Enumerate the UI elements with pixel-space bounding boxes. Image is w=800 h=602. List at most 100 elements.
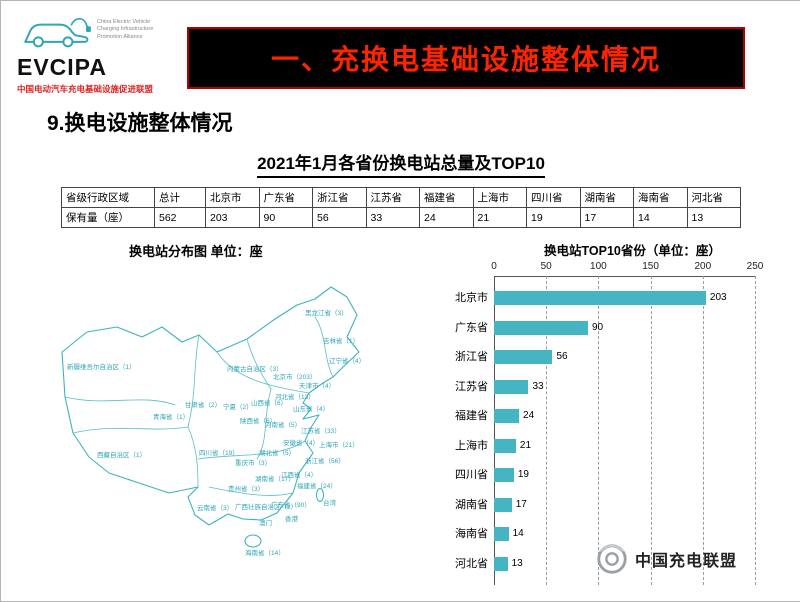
map-province-label: 四川省（19） — [199, 448, 239, 457]
map-province-label: 安徽省（4） — [283, 438, 319, 447]
table-cell: 562 — [154, 207, 206, 228]
bar-value-label: 17 — [515, 498, 527, 510]
bar-value-label: 21 — [519, 439, 532, 451]
map-province-label: 山西省（6） — [251, 398, 287, 407]
table-header-cell: 省级行政区域 — [61, 187, 155, 208]
grid-line — [702, 276, 704, 585]
map-province-label: 上海市（21） — [319, 440, 359, 449]
main-title: 2021年1月各省份换电站总量及TOP10 — [257, 149, 545, 178]
x-axis-tick-label: 100 — [590, 261, 607, 272]
table-header-cell: 福建省 — [419, 187, 474, 208]
map-province-label: 西藏自治区（1） — [97, 450, 146, 459]
bar-category-label: 海南省 — [455, 528, 488, 540]
map-province-label: 天津市（4） — [299, 381, 335, 390]
table-header-cell: 四川省 — [526, 187, 581, 208]
map-province-label: 吉林省（1） — [323, 336, 359, 345]
table-cell: 17 — [579, 207, 634, 228]
bar — [494, 409, 520, 423]
table-header-cell: 海南省 — [633, 187, 688, 208]
x-axis-tick-label: 250 — [746, 261, 764, 272]
map-province-label: 江苏省（33） — [301, 426, 341, 435]
bar-value-label: 14 — [512, 528, 524, 539]
bar-category-label: 湖南省 — [455, 498, 488, 511]
map-province-label: 甘肃省（2） — [185, 400, 221, 409]
header-banner: 一、充换电基础设施整体情况 — [187, 27, 745, 89]
grid-line — [650, 276, 652, 585]
bar-chart-title: 换电站TOP10省份（单位：座） — [544, 244, 721, 258]
bar — [494, 320, 588, 335]
map-province-label: 香港 — [285, 514, 299, 523]
bar-value-label: 13 — [511, 557, 523, 569]
map-province-label: 山东省（4） — [293, 404, 329, 413]
map-province-label: 北京市（203） — [273, 372, 316, 381]
bar-category-label: 广东省 — [455, 321, 488, 334]
province-table-wrap: 省级行政区域 总计 北京市 广东省 浙江省 江苏省 福建省 上海市 四川省 湖南省 海南省 河北省 保有… — [61, 187, 741, 228]
bar — [494, 497, 512, 512]
bar — [494, 438, 516, 453]
table-cell: 13 — [686, 207, 741, 228]
chart-axis-line — [494, 276, 755, 277]
table-header-cell: 湖南省 — [579, 187, 634, 208]
logo-name: EVCIPA — [17, 54, 107, 80]
x-axis-tick-label: 0 — [491, 261, 497, 272]
map-title: 换电站分布图 单位：座 — [129, 244, 263, 259]
table-header-cell: 江苏省 — [365, 187, 420, 208]
bar-value-label: 33 — [532, 380, 544, 392]
bar-category-label: 福建省 — [455, 410, 488, 422]
logo-subtitle: 中国电动汽车充电基础设施促进联盟 — [17, 84, 154, 94]
map-province-label: 贵州省（3） — [228, 484, 264, 493]
map-province-label: 内蒙古自治区（3） — [227, 364, 283, 373]
table-cell: 21 — [472, 207, 527, 228]
wechat-account-icon — [597, 544, 627, 574]
table-cell: 33 — [365, 207, 420, 228]
table-header-row: 省级行政区域 总计 北京市 广东省 浙江省 江苏省 福建省 上海市 四川省 湖南省 海南省 河北省 — [61, 187, 741, 208]
table-row: 保有量（座） 562 203 90 56 33 24 21 19 17 14 13 — [61, 207, 741, 228]
map-province-label: 福建省（24） — [297, 481, 337, 490]
table-header-cell: 上海市 — [472, 187, 527, 208]
footer: 中国充电联盟 — [595, 542, 737, 576]
bar-category-label: 河北省 — [455, 557, 488, 570]
grid-line — [546, 276, 548, 585]
table-cell: 保有量（座） — [61, 207, 155, 228]
map-province-label: 湖北省（5） — [259, 448, 295, 457]
table-cell: 90 — [258, 207, 313, 228]
bar-value-label: 203 — [709, 292, 727, 303]
bar-value-label: 56 — [556, 351, 568, 362]
map-province-label: 黑龙江省（3） — [305, 308, 348, 317]
table-cell: 14 — [633, 207, 688, 228]
footer-label: 中国充电联盟 — [635, 553, 738, 570]
bar-value-label: 24 — [523, 410, 535, 421]
bar-category-label: 江苏省 — [455, 380, 488, 393]
bar — [494, 350, 553, 364]
table-cell: 203 — [205, 207, 260, 228]
china-map-box: 新疆维吾尔自治区（1） 西藏自治区（1） 青海省（1） 甘肃省（2） 内蒙古自治区（3）… — [47, 257, 431, 595]
bar-category-label: 上海市 — [455, 439, 488, 452]
table-header-cell: 河北省 — [686, 187, 741, 208]
grid-line — [755, 276, 756, 585]
map-province-label: 广西壮族自治区（2） — [235, 502, 297, 511]
map-province-label: 青海省（1） — [153, 412, 189, 421]
table-header-cell: 浙江省 — [312, 187, 367, 208]
bar — [494, 468, 514, 482]
bar — [494, 556, 508, 571]
map-province-label: 宁夏（2） — [223, 402, 253, 411]
x-axis-tick-label: 150 — [642, 261, 659, 272]
banner-title: 一、充换电基础设施整体情况 — [270, 44, 661, 75]
table-cell: 24 — [419, 207, 474, 228]
main-title-wrap: 2021年1月各省份换电站总量及TOP10 — [101, 149, 701, 178]
map-province-label: 澳门 — [259, 518, 272, 527]
map-province-label: 浙江省（56） — [305, 456, 345, 465]
bar-category-label: 四川省 — [455, 469, 488, 481]
map-province-label: 广东省（90） — [271, 500, 311, 509]
map-province-label: 湖南省（17） — [255, 474, 295, 483]
map-province-label: 辽宁省（4） — [329, 356, 365, 365]
map-province-label: 河南省（5） — [265, 420, 301, 429]
x-axis-tick-label: 50 — [540, 261, 552, 272]
table-cell: 19 — [526, 207, 581, 228]
map-province-label: 云南省（3） — [197, 503, 233, 512]
bar — [494, 527, 509, 541]
y-axis-line — [494, 276, 495, 585]
bar-value-label: 90 — [591, 321, 604, 333]
section-heading: 9.换电设施整体情况 — [47, 112, 233, 135]
